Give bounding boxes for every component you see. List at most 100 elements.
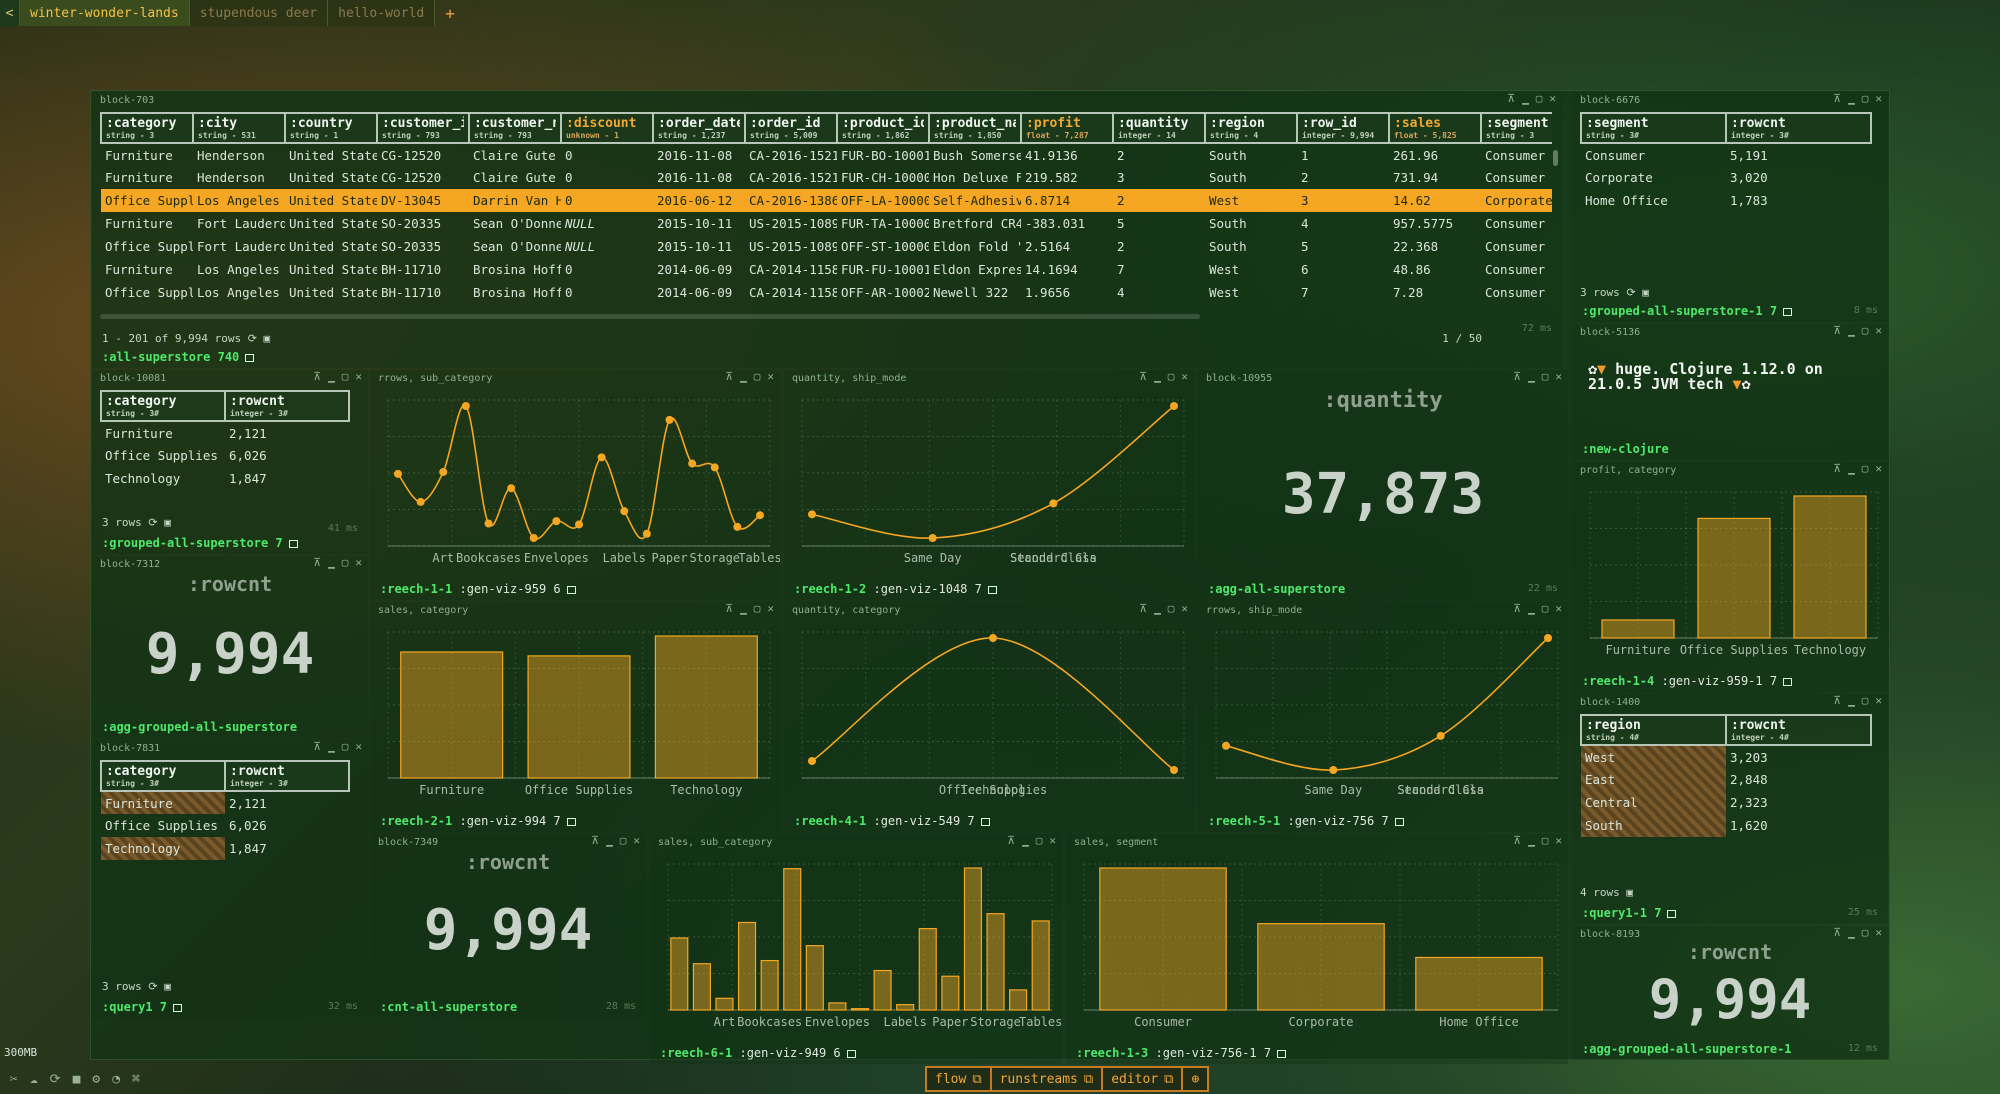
- maximize-icon[interactable]: ▢: [753, 602, 761, 615]
- column-header[interactable]: :quantity integer - 14: [1112, 112, 1206, 144]
- column-header[interactable]: :order_id string - 5,009: [744, 112, 838, 144]
- column-header[interactable]: :segment string - 3: [1480, 112, 1552, 144]
- table-row[interactable]: Furniture Fort Lauderd United State SO-2033…: [101, 212, 1552, 235]
- pin-icon[interactable]: ⊼: [1007, 834, 1016, 847]
- column-header[interactable]: :customer_n string - 793: [468, 112, 562, 144]
- refresh-icon[interactable]: ⟳: [148, 980, 158, 993]
- panel-footer[interactable]: :agg-grouped-all-superstore-1: [1582, 1042, 1792, 1056]
- panel-footer[interactable]: :all-superstore 740: [102, 350, 255, 364]
- column-header[interactable]: :category string - 3: [100, 112, 194, 144]
- close-icon[interactable]: ✕: [1875, 324, 1882, 337]
- panel-footer[interactable]: :grouped-all-superstore 7: [102, 536, 298, 550]
- panel-footer[interactable]: :grouped-all-superstore-1 7: [1582, 304, 1793, 318]
- minimize-icon[interactable]: ▁: [1848, 92, 1855, 105]
- panel-footer[interactable]: :query1-1 7: [1582, 906, 1677, 920]
- column-header[interactable]: :profit float - 7,287: [1020, 112, 1114, 144]
- pin-icon[interactable]: ⊼: [1507, 92, 1516, 105]
- refresh-icon[interactable]: ⟳: [247, 332, 257, 345]
- table-row[interactable]: West 3,203: [1581, 745, 1871, 768]
- panel-footer[interactable]: :reech-4-1 :gen-viz-549 7: [794, 814, 990, 828]
- add-tab-button[interactable]: +: [445, 3, 455, 23]
- column-header[interactable]: :row_id integer - 9,994: [1296, 112, 1390, 144]
- table-row[interactable]: Furniture 2,121: [101, 791, 349, 814]
- close-icon[interactable]: ✕: [1875, 694, 1882, 707]
- maximize-icon[interactable]: ▢: [1035, 834, 1043, 847]
- pin-icon[interactable]: ⊼: [1833, 462, 1842, 475]
- minimize-icon[interactable]: ▁: [740, 370, 747, 383]
- pin-icon[interactable]: ⊼: [1513, 370, 1522, 383]
- table-row[interactable]: Office Supplies 6,026: [105, 818, 267, 833]
- pin-icon[interactable]: ⊼: [1513, 834, 1522, 847]
- gauge-icon[interactable]: ◔: [112, 1072, 121, 1087]
- column-header[interactable]: :city string - 531: [192, 112, 286, 144]
- close-icon[interactable]: ✕: [1555, 602, 1562, 615]
- close-icon[interactable]: ✕: [1181, 370, 1188, 383]
- table-row[interactable]: Furniture Los Angeles United State BH-11710…: [101, 258, 1552, 281]
- close-icon[interactable]: ✕: [1555, 834, 1562, 847]
- maximize-icon[interactable]: ▢: [619, 834, 627, 847]
- pin-icon[interactable]: ⊼: [725, 370, 734, 383]
- table-row[interactable]: Furniture Henderson United State CG-12520 Cl…: [101, 143, 1552, 166]
- pin-icon[interactable]: ⊼: [1833, 324, 1842, 337]
- editor-button[interactable]: editor ⧉: [1101, 1066, 1184, 1092]
- maximize-icon[interactable]: ▢: [1861, 694, 1869, 707]
- maximize-icon[interactable]: ▢: [1541, 834, 1549, 847]
- minimize-icon[interactable]: ▁: [328, 740, 335, 753]
- column-header[interactable]: :region string - 4: [1204, 112, 1298, 144]
- pin-icon[interactable]: ⊼: [1513, 602, 1522, 615]
- image-icon[interactable]: ▣: [263, 332, 271, 345]
- panel-footer[interactable]: :reech-1-4 :gen-viz-959-1 7: [1582, 674, 1793, 688]
- maximize-icon[interactable]: ▢: [753, 370, 761, 383]
- minimize-icon[interactable]: ▁: [1848, 324, 1855, 337]
- close-icon[interactable]: ✕: [355, 556, 362, 569]
- pin-icon[interactable]: ⊼: [313, 370, 322, 383]
- panel-footer[interactable]: :query1 7: [102, 1000, 183, 1014]
- maximize-icon[interactable]: ▢: [1167, 370, 1175, 383]
- maximize-icon[interactable]: ▢: [1167, 602, 1175, 615]
- code-icon[interactable]: ⌘: [132, 1072, 140, 1087]
- close-icon[interactable]: ✕: [767, 370, 774, 383]
- maximize-icon[interactable]: ▢: [1541, 370, 1549, 383]
- table-row[interactable]: South 1,620: [1581, 814, 1871, 837]
- panel-footer[interactable]: :reech-2-1 :gen-viz-994 7: [380, 814, 576, 828]
- column-header[interactable]: :country string - 1: [284, 112, 378, 144]
- minimize-icon[interactable]: ▁: [328, 370, 335, 383]
- sync-icon[interactable]: ⟳: [49, 1072, 61, 1087]
- minimize-icon[interactable]: ▁: [1154, 370, 1161, 383]
- image-icon[interactable]: ▣: [1642, 286, 1649, 299]
- column-header[interactable]: :discount unknown - 1: [560, 112, 654, 144]
- table-row[interactable]: East 2,848: [1581, 768, 1871, 791]
- minimize-icon[interactable]: ▁: [1022, 834, 1029, 847]
- refresh-icon[interactable]: ⟳: [1626, 286, 1636, 299]
- image-icon[interactable]: ▣: [1626, 886, 1633, 899]
- pin-icon[interactable]: ⊼: [725, 602, 734, 615]
- table-row[interactable]: Furniture Henderson United State CG-12520 Cl…: [101, 166, 1552, 189]
- panel-footer[interactable]: :new-clojure: [1582, 442, 1669, 456]
- tab-stupendous-deer[interactable]: stupendous deer: [189, 0, 329, 26]
- table-row[interactable]: Technology 1,847: [105, 471, 267, 486]
- minimize-icon[interactable]: ▁: [1528, 834, 1535, 847]
- column-header[interactable]: :order_date string - 1,237: [652, 112, 746, 144]
- horizontal-scrollbar[interactable]: [100, 314, 1200, 319]
- table-row[interactable]: Office Suppl Los Angeles United State BH-11…: [101, 281, 1552, 304]
- close-icon[interactable]: ✕: [1181, 602, 1188, 615]
- minimize-icon[interactable]: ▁: [328, 556, 335, 569]
- minimize-icon[interactable]: ▁: [606, 834, 613, 847]
- maximize-icon[interactable]: ▢: [1861, 462, 1869, 475]
- close-icon[interactable]: ✕: [1875, 92, 1882, 105]
- maximize-icon[interactable]: ▢: [1861, 324, 1869, 337]
- minimize-icon[interactable]: ▁: [1848, 462, 1855, 475]
- table-row[interactable]: Office Suppl Fort Lauderd United State SO-2…: [101, 235, 1552, 258]
- panel-footer[interactable]: :reech-1-2 :gen-viz-1048 7: [794, 582, 997, 596]
- panel-footer[interactable]: :reech-6-1 :gen-viz-949 6: [660, 1046, 856, 1060]
- close-icon[interactable]: ✕: [1549, 92, 1556, 105]
- close-icon[interactable]: ✕: [355, 740, 362, 753]
- table-row[interactable]: Technology 1,847: [101, 837, 349, 860]
- pin-icon[interactable]: ⊼: [591, 834, 600, 847]
- table-row[interactable]: Home Office 1,783: [1585, 193, 1768, 208]
- panel-footer[interactable]: :reech-1-3 :gen-viz-756-1 7: [1076, 1046, 1287, 1060]
- tab-hello-world[interactable]: hello-world: [328, 0, 436, 26]
- settings-icon[interactable]: ⚙: [92, 1072, 101, 1087]
- stop-icon[interactable]: ■: [72, 1072, 81, 1087]
- image-icon[interactable]: ▣: [164, 516, 171, 529]
